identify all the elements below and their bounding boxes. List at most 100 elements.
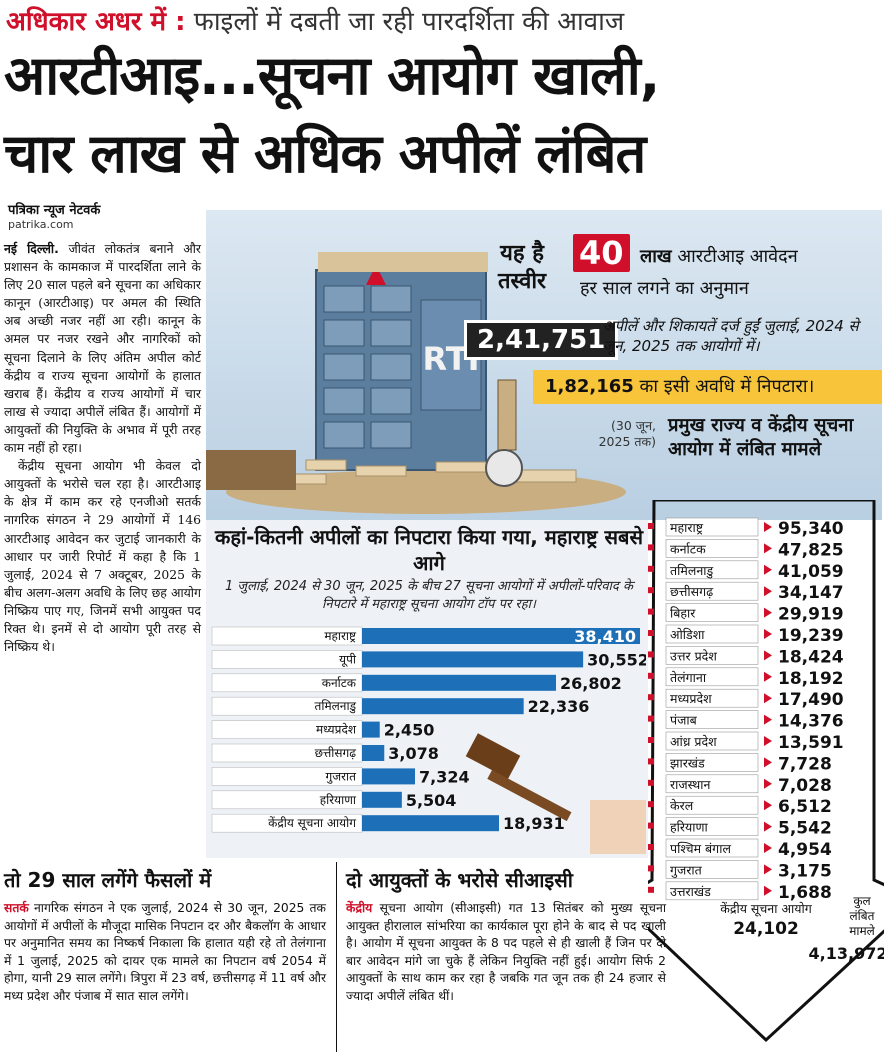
state-name: राजस्थान [670, 777, 711, 792]
state-name-box [665, 517, 759, 537]
bar-category-label: तमिलनाडु [315, 699, 357, 714]
bar-category-label: केंद्रीय सूचना आयोग [268, 816, 356, 831]
total-pending-label: कुल लंबित मामले [849, 894, 875, 938]
list-arrow-marker [764, 736, 772, 746]
state-name: उत्तर प्रदेश [670, 648, 717, 663]
state-name-box [665, 646, 759, 665]
forty-text-line-1: लाख आरटीआइ आवेदन [640, 244, 798, 268]
column-divider [336, 862, 337, 1052]
state-name-box [665, 774, 759, 794]
forty-lakh: लाख [640, 246, 672, 267]
state-pending-value: 6,512 [778, 797, 832, 817]
list-arrow-marker [764, 629, 772, 639]
list-bullet [648, 865, 654, 872]
state-name: तमिलनाडु [670, 563, 713, 579]
state-name-box [665, 838, 759, 858]
bar-category-label: यूपी [339, 652, 357, 667]
byline: पत्रिका न्यूज नेटवर्क [8, 203, 101, 218]
bar [362, 791, 402, 808]
bar-category-label: छत्तीसगढ़ [315, 746, 357, 760]
list-bullet [648, 630, 654, 636]
bar [362, 815, 500, 832]
kicker-label: अधिकार अधर में : [6, 7, 186, 37]
pending-cases-list: महाराष्ट्र 95,340 कर्नाटक 47,825 तमिलनाडु 41,… [648, 500, 884, 1060]
list-bullet [648, 672, 654, 679]
state-name: पंजाब [670, 713, 698, 728]
bar [362, 674, 556, 691]
section-1-body: सतर्क नागरिक संगठन ने एक जुलाई, 2024 से … [4, 900, 326, 1005]
list-arrow-marker [764, 778, 772, 789]
central-commission-value: 24,102 [733, 919, 799, 939]
filing-cabinet-illustration: RTI [206, 252, 626, 514]
state-pending-value: 19,239 [778, 626, 844, 646]
hero-caption-line-2: तस्वीर [498, 269, 547, 294]
state-pending-value: 47,825 [778, 540, 844, 560]
state-name: पश्चिम बंगाल [670, 841, 731, 856]
list-bullet [648, 737, 654, 743]
bar [362, 628, 640, 644]
forty-badge: 40 [573, 234, 630, 272]
section-1-lead: सतर्क [4, 901, 29, 915]
article-body: नई दिल्ली. जीवंत लोकतंत्र बनाने और प्रशा… [4, 240, 201, 656]
list-arrow-marker [764, 607, 772, 618]
state-name: मध्यप्रदेश [670, 691, 712, 706]
state-pending-value: 18,192 [778, 669, 844, 689]
state-name-box [665, 560, 759, 580]
bar-value-label: 5,504 [406, 791, 457, 810]
state-name: उत्तराखंड [670, 884, 711, 899]
bar [362, 745, 385, 761]
list-bullet [648, 565, 654, 572]
list-arrow-marker [764, 821, 772, 832]
list-arrow-marker [764, 671, 772, 682]
state-pending-value: 7,028 [778, 776, 832, 796]
bar-value-label: 26,802 [560, 674, 622, 693]
list-bullet [648, 523, 654, 529]
bar-value-label: 2,450 [384, 721, 435, 740]
list-bullet [648, 694, 654, 701]
state-pending-value: 17,490 [778, 690, 844, 710]
body-text-1: जीवंत लोकतंत्र बनाने और प्रशासन के कामका… [4, 241, 202, 456]
section-2-heading: दो आयुक्तों के भरोसे सीआइसी [346, 868, 573, 892]
list-bullet [648, 886, 654, 893]
body-paragraph-1: नई दिल्ली. जीवंत लोकतंत्र बनाने और प्रशा… [4, 240, 201, 457]
state-name-box [665, 881, 759, 901]
hero-caption: यह है तस्वीर [498, 240, 546, 296]
state-name: कर्नाटक [670, 541, 706, 556]
headline-line-2: चार लाख से अधिक अपीलें लंबित [4, 122, 646, 185]
state-pending-value: 18,424 [778, 647, 844, 667]
bar-value-label: 30,552 [587, 650, 646, 669]
bar-category-label: कर्नाटक [322, 676, 357, 690]
site-url: patrika.com [8, 218, 74, 231]
list-bullet [648, 587, 654, 594]
list-arrow-marker [764, 522, 772, 532]
list-bullet [648, 608, 654, 615]
state-name: तेलंगाना [670, 670, 707, 685]
bar-chart-subtitle: 1 जुलाई, 2024 से 30 जून, 2025 के बीच 27 … [225, 579, 633, 612]
state-pending-value: 5,542 [778, 819, 832, 839]
dateline: नई दिल्ली. [4, 241, 59, 256]
list-arrow-marker [764, 543, 772, 554]
state-name: छत्तीसगढ़ [670, 584, 714, 599]
disposed-strip: 1,82,165 का इसी अवधि में निपटारा। [533, 370, 882, 404]
disposed-text: का इसी अवधि में निपटारा। [633, 376, 815, 397]
state-name-box [665, 603, 759, 622]
state-name-box [665, 860, 759, 879]
state-pending-value: 4,954 [778, 840, 832, 860]
state-name-box [665, 795, 759, 815]
list-bullet [648, 758, 654, 765]
list-bullet [648, 779, 654, 786]
state-pending-value: 14,376 [778, 712, 844, 732]
list-arrow-marker [764, 650, 772, 661]
state-pending-value: 1,688 [778, 883, 832, 903]
section-2-lead: केंद्रीय [346, 901, 373, 915]
gavel-icon [465, 733, 646, 854]
list-bullet [648, 801, 654, 808]
bar-chart-title: कहां-कितनी अपीलों का निपटारा किया गया, म… [215, 525, 643, 575]
section-2-body: केंद्रीय सूचना आयोग (सीआइसी) गत 13 सितंब… [346, 900, 666, 1005]
section-1-text: नागरिक संगठन ने एक जुलाई, 2024 से 30 जून… [4, 901, 326, 1003]
list-arrow-marker [764, 864, 772, 875]
bar-value-label: 7,324 [419, 767, 470, 786]
list-arrow-marker [764, 757, 772, 768]
state-name-box [665, 710, 759, 729]
state-name-box [665, 539, 759, 558]
